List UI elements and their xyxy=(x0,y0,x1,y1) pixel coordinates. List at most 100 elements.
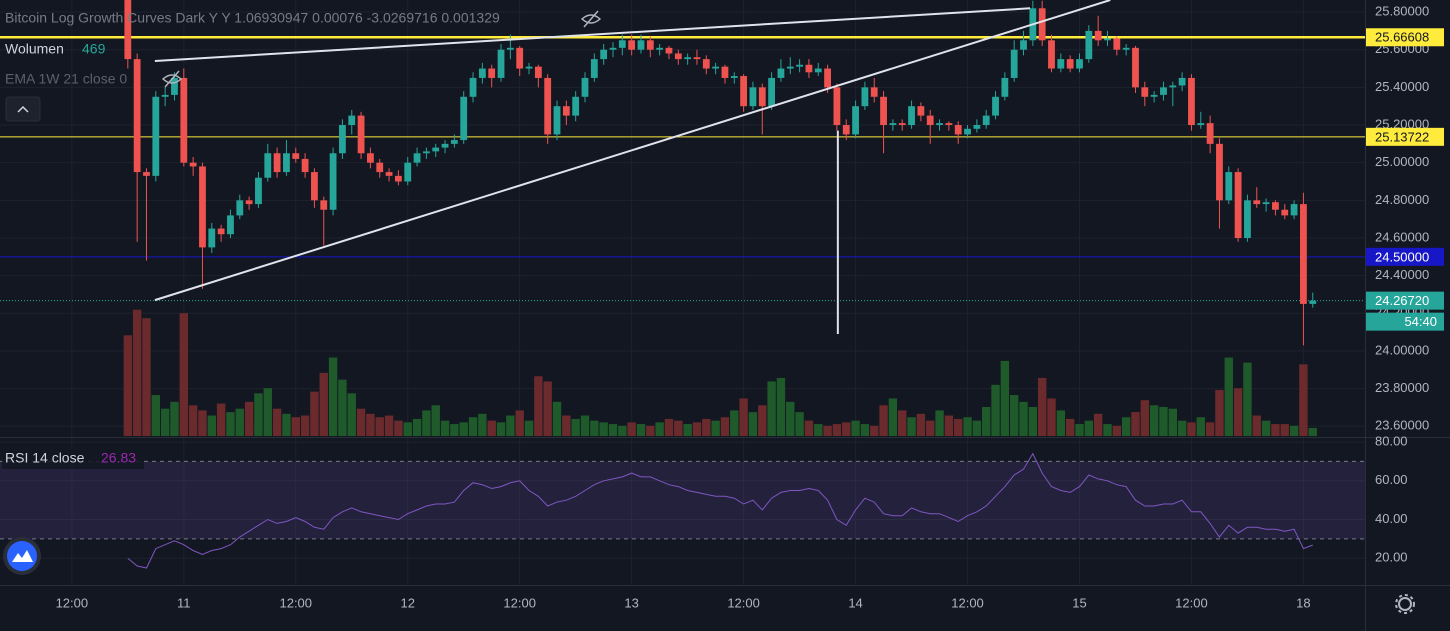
hide-icon[interactable] xyxy=(580,10,602,28)
volume-bar xyxy=(1177,420,1187,436)
y-tick-label: 23.60000 xyxy=(1375,418,1429,433)
y-tick-label: 24.00000 xyxy=(1375,342,1429,357)
price-tag-label: 25.13722 xyxy=(1375,129,1429,144)
x-tick-label: 13 xyxy=(624,595,638,610)
candle-body xyxy=(1160,87,1167,95)
collapse-button[interactable] xyxy=(5,96,41,122)
volume-bar xyxy=(1149,405,1159,436)
volume-bar xyxy=(870,425,879,436)
volume-bar xyxy=(1233,388,1243,436)
volume-bar xyxy=(1224,357,1233,436)
volume-bar xyxy=(338,379,347,436)
volume-bar xyxy=(412,418,422,436)
volume-bar xyxy=(496,422,506,436)
candle-body xyxy=(1057,59,1065,69)
volume-bar xyxy=(599,422,608,436)
candle-body xyxy=(1141,87,1149,97)
volume-bar xyxy=(403,422,412,436)
candle-body xyxy=(982,115,990,126)
volume-bar xyxy=(1112,425,1122,436)
candle-body xyxy=(506,47,514,50)
rsi-layer xyxy=(0,452,1365,569)
settings-icon[interactable] xyxy=(1395,594,1415,614)
volume-bar xyxy=(842,422,851,436)
volume-bar xyxy=(300,415,310,436)
rsi-tick-label: 80.00 xyxy=(1375,434,1408,449)
candle-body xyxy=(1216,143,1223,201)
volume-bar xyxy=(1168,408,1177,436)
volume-bar xyxy=(720,417,730,436)
candle-body xyxy=(1188,77,1195,126)
y-tick-label: 25.80000 xyxy=(1375,3,1429,18)
volume-bar xyxy=(562,415,571,436)
x-tick-label: 12:00 xyxy=(1175,595,1208,610)
candle-body xyxy=(992,96,999,116)
candle-body xyxy=(1244,200,1251,238)
price-lines-layer xyxy=(0,36,1365,302)
y-tick-label: 23.80000 xyxy=(1375,380,1429,395)
volume-bar xyxy=(1103,424,1112,436)
candle-body xyxy=(1020,40,1027,50)
volume-bar xyxy=(160,408,170,436)
price-tag xyxy=(1366,127,1444,146)
volume-bar xyxy=(543,381,552,436)
candle-body xyxy=(534,66,542,78)
volume-bar xyxy=(356,408,366,436)
volume-bar xyxy=(1121,417,1131,436)
candle-body xyxy=(245,200,253,205)
candle-body xyxy=(1281,209,1289,216)
candle-body xyxy=(339,125,346,154)
candle-body xyxy=(320,200,328,210)
volume-bar xyxy=(310,391,319,436)
candle-body xyxy=(936,123,943,126)
candle-body xyxy=(1001,77,1009,97)
volume-bar xyxy=(188,405,198,436)
volume-bar xyxy=(1075,424,1084,436)
candle-body xyxy=(1122,47,1130,50)
candle-body xyxy=(180,77,188,163)
candle-body xyxy=(889,123,897,126)
volume-bar xyxy=(132,309,142,436)
candle-body xyxy=(301,158,309,173)
volume-bar xyxy=(1009,395,1019,436)
candle-body xyxy=(777,68,785,78)
volume-bar xyxy=(935,410,944,436)
y-tick-label: 25.20000 xyxy=(1375,116,1429,131)
volume-bar xyxy=(1047,398,1056,436)
volume-bar xyxy=(916,413,926,436)
candle-body xyxy=(1085,30,1093,60)
candle-body xyxy=(1048,40,1055,69)
candle-body xyxy=(1272,202,1279,210)
volume-bar xyxy=(1205,422,1215,436)
candle-body xyxy=(665,47,673,54)
candle-body xyxy=(618,40,626,48)
candle-body xyxy=(208,228,216,248)
candle-body xyxy=(1169,85,1177,88)
volume-bar xyxy=(506,415,515,436)
volume-bar xyxy=(1289,425,1299,436)
volume-bar xyxy=(618,425,627,436)
volume-bar xyxy=(151,395,161,436)
legend: Bitcoin Log Growth Curves Dark Y Y 1.069… xyxy=(2,10,1415,614)
drawings-layer xyxy=(154,0,1111,335)
volume-layer xyxy=(123,309,1317,436)
candle-body xyxy=(1290,204,1298,216)
volume-bar xyxy=(1084,420,1094,436)
volume-bar xyxy=(580,415,590,436)
candle-body xyxy=(954,125,962,135)
candle-body xyxy=(796,64,803,67)
candle-body xyxy=(357,115,365,154)
hide-icon[interactable] xyxy=(161,70,183,88)
candle-body xyxy=(861,87,869,107)
rsi-tick-label: 20.00 xyxy=(1375,550,1408,565)
candle-body xyxy=(590,59,598,78)
logo[interactable] xyxy=(3,537,41,575)
candle-body xyxy=(609,47,617,50)
x-tick-label: 12 xyxy=(400,595,414,610)
volume-bar xyxy=(170,401,179,436)
volume-bar xyxy=(692,422,702,436)
y-tick-label: 24.40000 xyxy=(1375,267,1429,282)
volume-bar xyxy=(674,420,683,436)
volume-bar xyxy=(142,318,151,436)
volume-bar xyxy=(823,425,832,436)
